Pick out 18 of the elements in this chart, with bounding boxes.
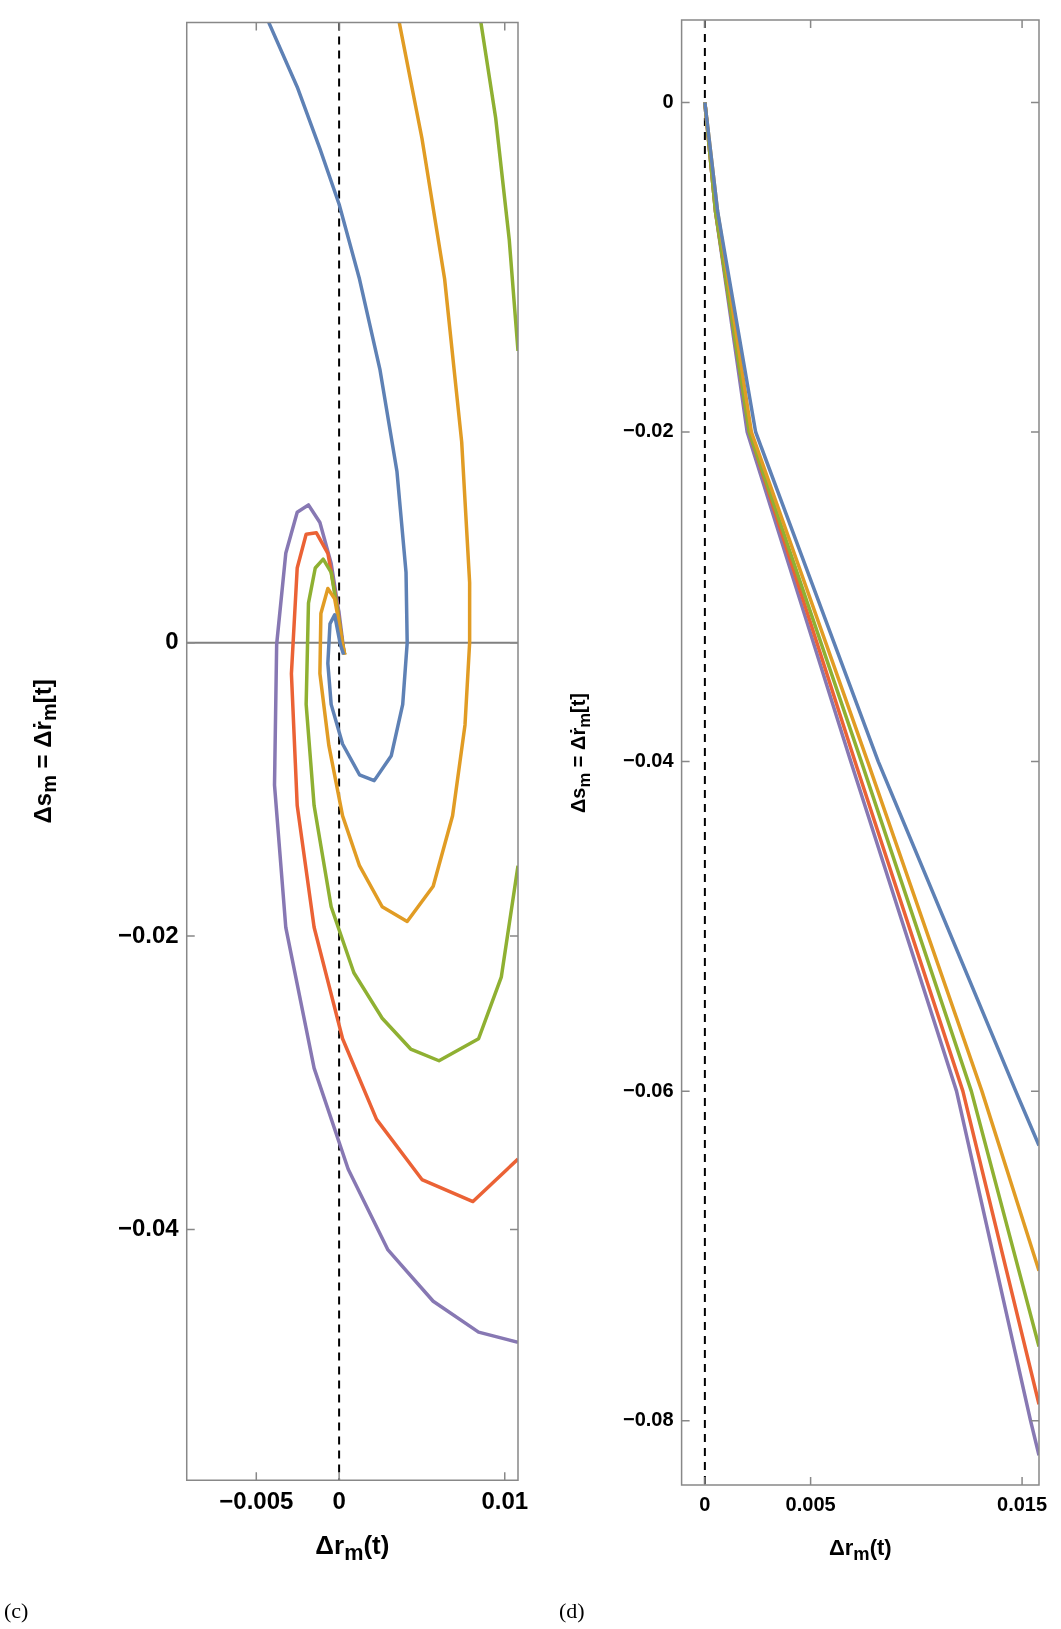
y-tick-label: 0 — [165, 627, 179, 655]
x-tick-label: −0.005 — [219, 1487, 294, 1515]
text: (d) — [559, 1598, 585, 1624]
x-axis-title: Δr$_{m}$(t) — [314, 1530, 391, 1567]
y-tick-label: −0.06 — [623, 1078, 674, 1101]
x-tick-label: 0 — [332, 1487, 346, 1515]
x-tick-label: 0 — [699, 1492, 711, 1515]
y-tick-label: −0.02 — [117, 920, 179, 948]
y-tick-label: −0.02 — [623, 419, 674, 442]
x-axis-title: Δr$_{m}$(t) — [827, 1535, 893, 1566]
x-tick-label: 0.005 — [785, 1492, 836, 1515]
x-tick-label: 0.015 — [997, 1492, 1048, 1515]
y-tick-label: 0 — [662, 89, 674, 112]
y-tick-label: −0.04 — [623, 749, 675, 772]
y-tick-label: −0.08 — [623, 1408, 674, 1431]
x-tick-label: 0.01 — [481, 1487, 529, 1515]
text: (c) — [4, 1598, 29, 1624]
y-tick-label: −0.04 — [117, 1214, 180, 1242]
